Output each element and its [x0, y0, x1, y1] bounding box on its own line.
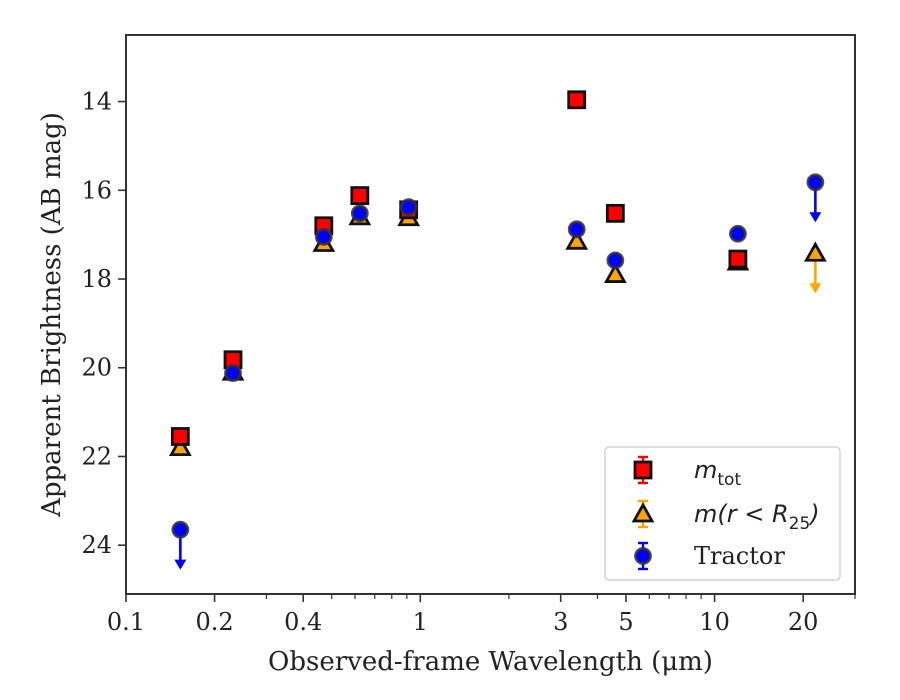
- x-tick-label: 0.4: [284, 608, 322, 636]
- y-axis-label: Apparent Brightness (AB mag): [37, 112, 67, 518]
- upper-limit-arrowhead: [809, 212, 822, 223]
- data-point: [565, 229, 589, 250]
- data-point: [171, 520, 190, 539]
- x-axis-label: Observed-frame Wavelength (μm): [268, 647, 713, 677]
- legend-label: Tractor: [694, 542, 785, 570]
- x-tick-label: 20: [788, 608, 819, 636]
- x-tick-label: 0.1: [107, 608, 145, 636]
- y-tick-label: 20: [81, 354, 112, 382]
- data-point: [314, 227, 333, 246]
- legend-label: m(r < R25): [694, 500, 820, 534]
- data-point: [350, 186, 370, 206]
- y-tick-label: 16: [81, 176, 112, 204]
- y-tick-label: 24: [81, 531, 112, 559]
- data-point: [567, 220, 586, 239]
- x-tick-label: 5: [618, 608, 633, 636]
- data-point: [224, 364, 242, 382]
- data-point: [567, 90, 587, 110]
- data-point: [350, 204, 369, 223]
- axis-ticks: 0.1 0.2 0.4 1 3 5 10 20 14 16 18 20 22 24: [81, 88, 856, 636]
- data-point: [806, 173, 825, 192]
- y-tick-label: 14: [81, 88, 112, 116]
- upper-limit-arrowhead: [809, 283, 822, 294]
- x-tick-label: 0.2: [196, 608, 234, 636]
- data-point: [803, 241, 827, 262]
- legend-marker: [631, 502, 655, 523]
- x-tick-label: 10: [699, 608, 730, 636]
- y-tick-label: 22: [81, 442, 112, 470]
- legend: mtot m(r < R25) Tractor: [604, 446, 841, 581]
- x-tick-label: 1: [413, 608, 428, 636]
- data-point: [605, 203, 625, 223]
- legend-box: [604, 446, 841, 581]
- data-point: [603, 262, 627, 283]
- chart-marks: [168, 90, 827, 570]
- upper-limit-arrowhead: [174, 559, 187, 570]
- data-point: [728, 249, 748, 269]
- data-point: [728, 224, 747, 243]
- x-tick-label: 3: [553, 608, 568, 636]
- legend-marker: [634, 547, 652, 565]
- plot-frame: [125, 34, 856, 595]
- legend-label: mtot: [694, 456, 741, 490]
- data-point: [399, 198, 418, 217]
- data-point: [170, 427, 190, 446]
- series-circle: [171, 173, 825, 570]
- legend-marker: [633, 460, 653, 480]
- data-point: [168, 435, 192, 456]
- data-point: [606, 251, 625, 270]
- y-tick-label: 18: [81, 265, 112, 293]
